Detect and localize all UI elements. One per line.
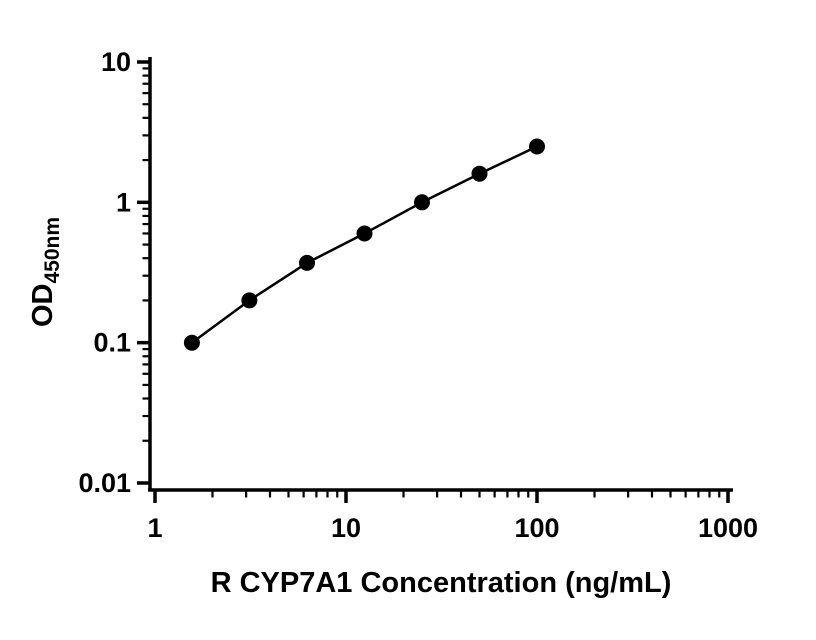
y-tick-label: 0.1	[93, 328, 131, 358]
y-tick-label: 0.01	[78, 468, 131, 498]
data-point	[241, 292, 258, 309]
data-point	[471, 165, 488, 182]
tick-labels-layer: 1 10 100 1000 0.01 0.1 1 10	[78, 47, 758, 543]
data-point	[183, 334, 200, 351]
data-point	[356, 225, 373, 242]
x-tick-label: 1000	[698, 513, 758, 543]
data-point	[414, 194, 430, 211]
x-tick-label: 10	[331, 513, 361, 543]
y-tick-label: 10	[101, 47, 131, 77]
y-tick-label: 1	[116, 187, 131, 217]
y-axis-title-main: OD	[27, 284, 59, 328]
data-point	[299, 254, 315, 271]
x-tick-label: 100	[514, 513, 559, 543]
series-layer	[183, 138, 545, 351]
data-point	[529, 138, 545, 155]
y-axis-title: OD450nm	[27, 217, 64, 327]
y-axis-title-subscript: 450nm	[41, 217, 64, 284]
ticks-layer	[137, 60, 730, 503]
axes-layer	[148, 57, 733, 492]
x-tick-label: 1	[147, 513, 162, 543]
x-axis-title: R CYP7A1 Concentration (ng/mL)	[211, 567, 672, 599]
